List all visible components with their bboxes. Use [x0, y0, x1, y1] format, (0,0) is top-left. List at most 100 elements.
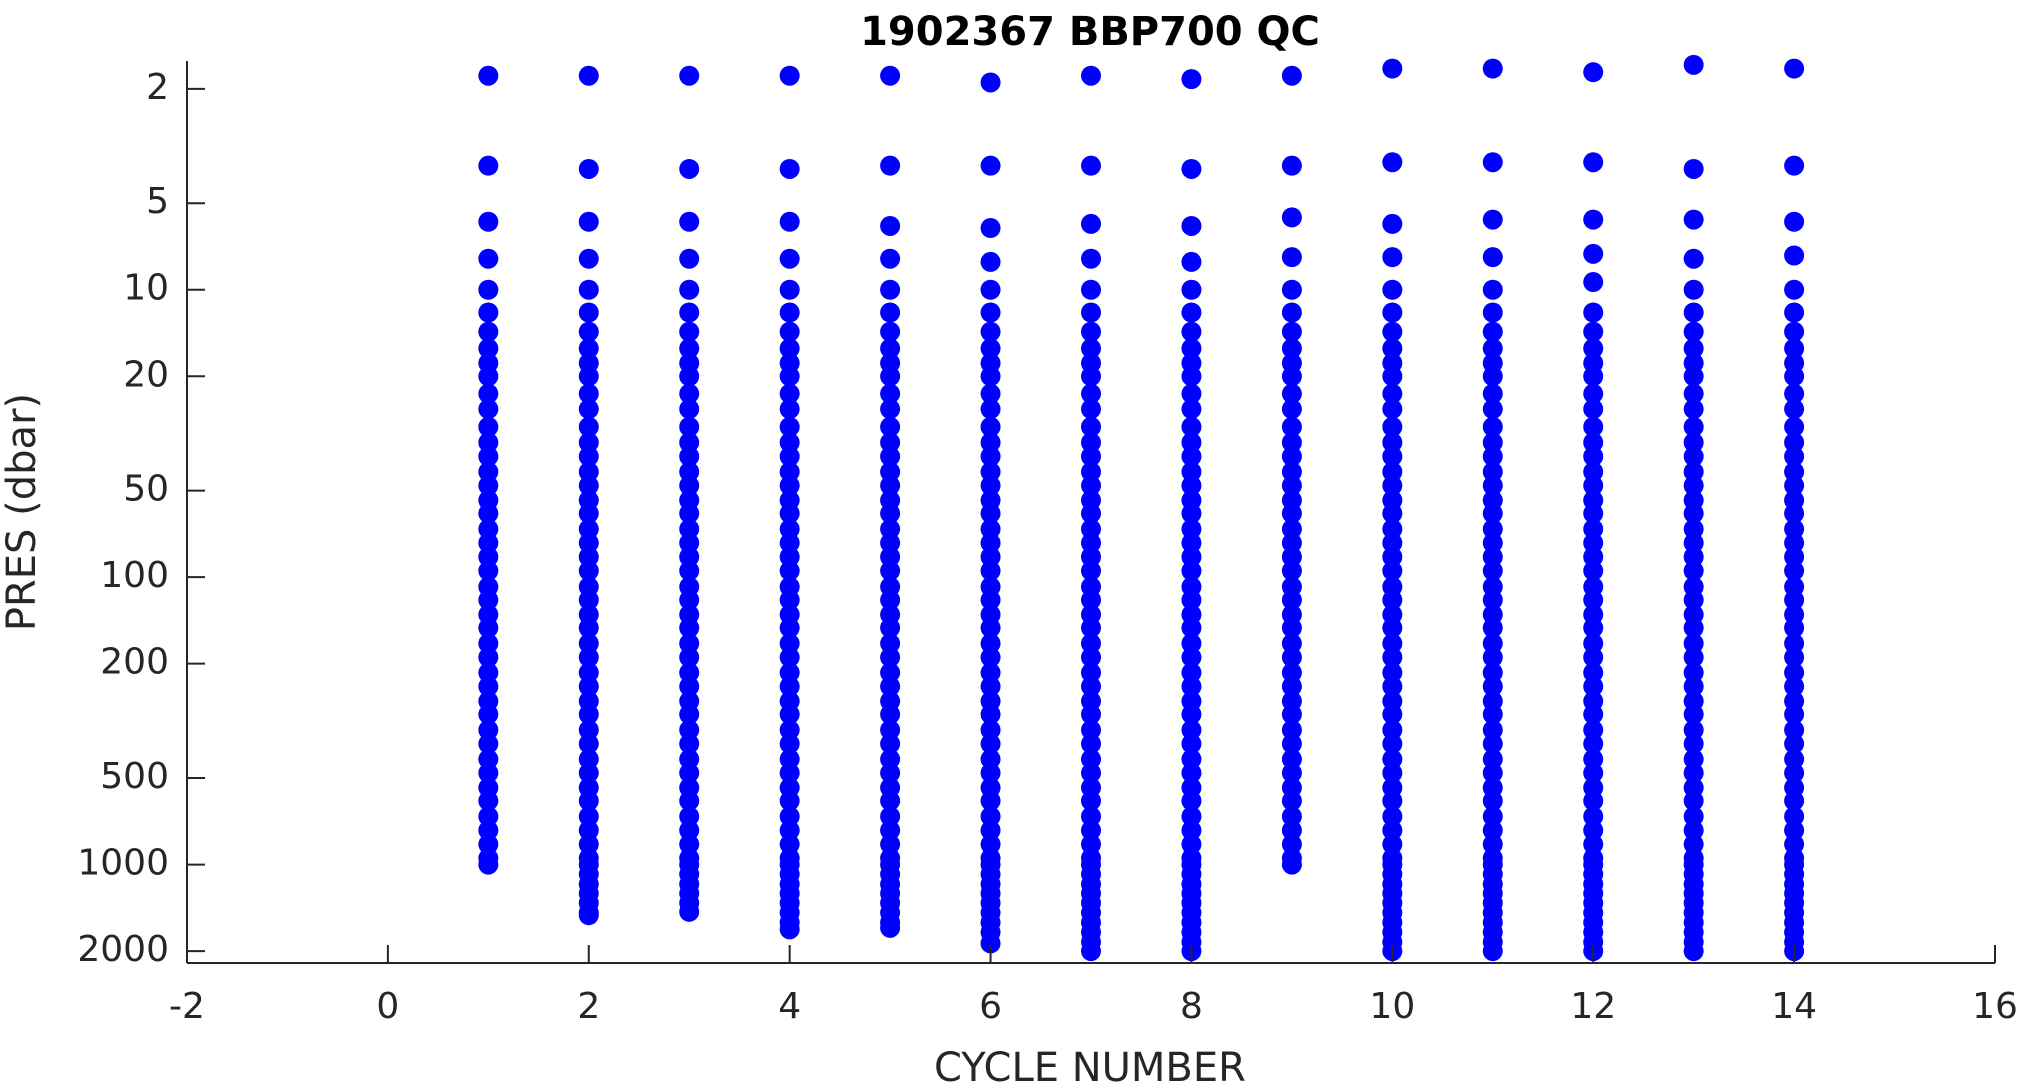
point: [980, 399, 1001, 420]
point: [1181, 733, 1202, 754]
point: [1181, 279, 1202, 300]
point: [1281, 432, 1302, 453]
point: [880, 790, 901, 811]
point: [880, 647, 901, 668]
point: [1482, 475, 1503, 496]
point: [1281, 338, 1302, 359]
point: [679, 733, 700, 754]
y-axis-label: PRES (dbar): [0, 393, 45, 631]
point: [980, 589, 1001, 610]
point: [1281, 461, 1302, 482]
point: [880, 446, 901, 467]
point: [880, 155, 901, 176]
point: [1784, 446, 1805, 467]
point: [1683, 383, 1704, 404]
point: [1281, 762, 1302, 783]
point: [679, 704, 700, 725]
point: [478, 519, 499, 540]
point: [779, 662, 800, 683]
point: [1382, 383, 1403, 404]
point: [578, 416, 599, 437]
point: [880, 302, 901, 323]
point: [1081, 546, 1101, 567]
point: [880, 461, 901, 482]
point: [779, 211, 800, 232]
point: [1382, 762, 1403, 783]
point: [880, 432, 901, 453]
point: [1683, 158, 1704, 179]
point: [1482, 461, 1503, 482]
point: [478, 662, 499, 683]
point: [679, 366, 700, 387]
y-tick-label: 5: [146, 181, 169, 222]
point: [1181, 719, 1202, 740]
point: [578, 446, 599, 467]
point: [1683, 662, 1704, 683]
point: [1784, 790, 1805, 811]
point: [1683, 432, 1704, 453]
point: [1583, 762, 1604, 783]
point: [679, 762, 700, 783]
point: [1482, 762, 1503, 783]
point: [779, 366, 800, 387]
point: [1382, 213, 1403, 234]
point: [1583, 704, 1604, 725]
point: [1583, 676, 1604, 697]
point: [1482, 676, 1503, 697]
point: [578, 158, 599, 179]
point: [478, 546, 499, 567]
point: [1382, 302, 1403, 323]
point: [1683, 633, 1704, 654]
point: [779, 820, 800, 841]
point: [1382, 321, 1403, 342]
point: [1382, 820, 1403, 841]
point: [1281, 560, 1302, 581]
point: [1281, 383, 1302, 404]
point: [679, 719, 700, 740]
point: [478, 617, 499, 638]
point: [1281, 546, 1302, 567]
point: [1784, 383, 1805, 404]
point: [1583, 321, 1604, 342]
point: [779, 503, 800, 524]
point: [1382, 704, 1403, 725]
point: [980, 933, 1001, 954]
point: [1784, 321, 1805, 342]
point: [1281, 366, 1302, 387]
point: [880, 560, 901, 581]
point: [679, 662, 700, 683]
chart-title: 1902367 BBP700 QC: [860, 9, 1320, 55]
point: [1583, 475, 1604, 496]
x-tick-label: 6: [979, 986, 1002, 1027]
point: [880, 762, 901, 783]
point: [880, 416, 901, 437]
point: [1784, 633, 1805, 654]
point: [478, 503, 499, 524]
point: [1784, 617, 1805, 638]
point: [1281, 662, 1302, 683]
point: [980, 647, 1001, 668]
point: [1081, 383, 1101, 404]
point: [880, 749, 901, 770]
point: [980, 338, 1001, 359]
point: [980, 617, 1001, 638]
point: [1784, 58, 1805, 79]
point: [1583, 790, 1604, 811]
point: [478, 416, 499, 437]
point: [478, 854, 499, 875]
point: [1482, 247, 1503, 268]
point: [1784, 338, 1805, 359]
point: [478, 834, 499, 855]
point: [578, 676, 599, 697]
point: [1281, 503, 1302, 524]
point: [1482, 834, 1503, 855]
point: [1683, 302, 1704, 323]
point: [1281, 647, 1302, 668]
point: [679, 546, 700, 567]
point: [1482, 279, 1503, 300]
point: [1281, 247, 1302, 268]
point: [779, 446, 800, 467]
point: [478, 248, 499, 269]
point: [1081, 834, 1101, 855]
